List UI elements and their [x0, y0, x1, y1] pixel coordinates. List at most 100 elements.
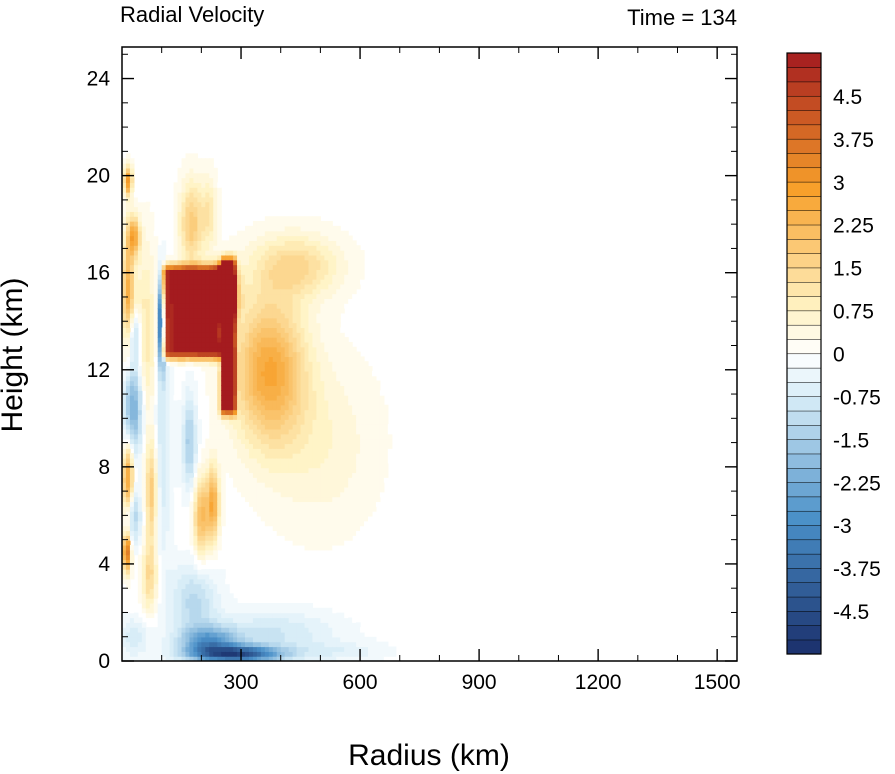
heatmap-cell	[201, 361, 206, 367]
heatmap-cell	[205, 511, 210, 517]
heatmap-cell	[268, 404, 274, 411]
heatmap-cell	[197, 250, 202, 256]
heatmap-cell	[122, 380, 127, 387]
heatmap-cell	[252, 491, 258, 498]
heatmap-cell	[209, 438, 214, 445]
heatmap-cell	[288, 380, 294, 387]
heatmap-cell	[245, 395, 250, 401]
heatmap-cell	[129, 230, 135, 237]
heatmap-cell	[336, 235, 341, 241]
heatmap-cell	[213, 636, 218, 643]
heatmap-cell	[300, 288, 306, 295]
heatmap-cell	[185, 646, 191, 652]
heatmap-cell	[161, 356, 167, 362]
heatmap-cell	[260, 346, 266, 353]
heatmap-cell	[181, 380, 187, 387]
heatmap-cell	[197, 559, 202, 565]
heatmap-cell	[264, 327, 270, 333]
heatmap-cell	[145, 230, 151, 237]
heatmap-cell	[332, 462, 337, 469]
heatmap-cell	[348, 414, 353, 420]
heatmap-cell	[316, 322, 321, 328]
heatmap-cell	[141, 221, 147, 227]
heatmap-cell	[229, 366, 234, 372]
heatmap-cell	[280, 264, 286, 270]
heatmap-cell	[344, 506, 349, 512]
heatmap-cell	[201, 641, 206, 648]
heatmap-cell	[260, 607, 266, 614]
heatmap-cell	[272, 245, 278, 251]
heatmap-cell	[288, 641, 294, 648]
heatmap-cell	[356, 646, 361, 652]
heatmap-cell	[185, 172, 191, 179]
heatmap-cell	[288, 240, 294, 246]
heatmap-cell	[205, 627, 210, 633]
heatmap-cell	[308, 424, 314, 430]
heatmap-cell	[276, 385, 282, 391]
heatmap-cell	[296, 216, 302, 222]
heatmap-cell	[165, 351, 171, 358]
heatmap-cell	[292, 346, 298, 353]
heatmap-cell	[133, 438, 139, 445]
heatmap-cell	[173, 404, 179, 411]
heatmap-cell	[256, 361, 262, 367]
heatmap-cell	[245, 651, 250, 657]
heatmap-cell	[256, 506, 262, 512]
heatmap-cell	[122, 656, 127, 661]
heatmap-cell	[264, 298, 270, 304]
heatmap-cell	[137, 598, 143, 604]
heatmap-cell	[300, 656, 306, 661]
heatmap-cell	[125, 230, 131, 237]
heatmap-cell	[217, 279, 222, 285]
heatmap-cell	[122, 225, 127, 232]
heatmap-cell	[125, 491, 131, 498]
heatmap-cell	[173, 549, 179, 556]
heatmap-cell	[173, 424, 179, 430]
heatmap-cell	[217, 269, 222, 275]
heatmap-cell	[328, 641, 333, 648]
heatmap-cell	[165, 453, 171, 459]
heatmap-cell	[344, 419, 349, 425]
heatmap-cell	[221, 395, 226, 401]
heatmap-cell	[209, 617, 214, 623]
heatmap-cell	[237, 424, 242, 430]
heatmap-cell	[268, 486, 274, 493]
heatmap-cell	[193, 602, 198, 609]
heatmap-cell	[169, 322, 175, 328]
heatmap-cell	[122, 216, 127, 222]
heatmap-cell	[169, 279, 175, 285]
heatmap-cell	[133, 375, 139, 382]
heatmap-cell	[133, 549, 139, 556]
heatmap-cell	[205, 535, 210, 541]
heatmap-cell	[129, 158, 135, 164]
heatmap-cell	[161, 573, 167, 580]
heatmap-cell	[201, 617, 206, 623]
heatmap-cell	[237, 322, 242, 328]
heatmap-cell	[225, 617, 230, 623]
heatmap-cell	[296, 520, 302, 527]
heatmap-cell	[264, 646, 270, 652]
heatmap-cell	[177, 264, 183, 270]
heatmap-cell	[352, 453, 357, 459]
heatmap-cell	[193, 274, 198, 280]
heatmap-cell	[185, 230, 191, 237]
heatmap-cell	[129, 428, 135, 435]
heatmap-cell	[292, 254, 298, 261]
heatmap-cell	[304, 525, 310, 532]
heatmap-cell	[241, 356, 246, 362]
heatmap-cell	[205, 254, 210, 261]
heatmap-cell	[141, 457, 147, 464]
heatmap-cell	[165, 283, 171, 290]
heatmap-cell	[371, 385, 377, 391]
heatmap-cell	[300, 322, 306, 328]
heatmap-cell	[233, 337, 238, 343]
heatmap-cell	[133, 627, 139, 633]
heatmap-cell	[264, 361, 270, 367]
heatmap-cell	[145, 308, 151, 314]
heatmap-cell	[340, 656, 345, 661]
heatmap-cell	[201, 448, 206, 454]
heatmap-cell	[213, 641, 218, 648]
heatmap-cell	[304, 279, 310, 285]
heatmap-cell	[221, 607, 226, 614]
heatmap-cell	[304, 631, 310, 638]
